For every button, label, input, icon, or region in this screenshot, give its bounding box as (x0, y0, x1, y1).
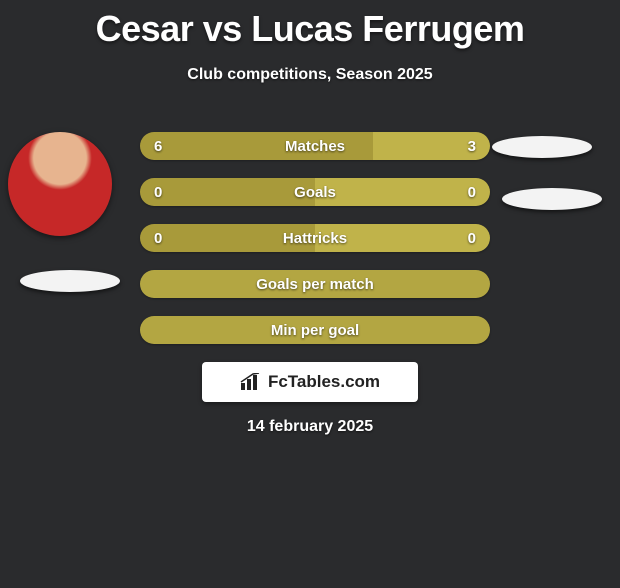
bar-row: Goals00 (140, 178, 490, 206)
bar-bg (140, 316, 490, 344)
bar-bg (140, 132, 490, 160)
bar-right-fill (315, 178, 490, 206)
bar-bg (140, 178, 490, 206)
comparison-bars: Matches63 Goals00 Hattricks00 Goals per mat… (140, 132, 490, 362)
bar-right-fill (315, 224, 490, 252)
brand-box: FcTables.com (202, 362, 418, 402)
bar-row: Hattricks00 (140, 224, 490, 252)
brand-text: FcTables.com (268, 372, 380, 392)
bar-row: Matches63 (140, 132, 490, 160)
date-label: 14 february 2025 (0, 418, 620, 436)
flag-right-2 (502, 188, 602, 210)
bar-right-fill (373, 132, 490, 160)
bar-left-fill (140, 224, 315, 252)
bar-bg (140, 224, 490, 252)
bar-chart-icon (240, 373, 262, 391)
bar-left-fill (140, 178, 315, 206)
page-title: Cesar vs Lucas Ferrugem (0, 8, 620, 50)
avatar-left (8, 132, 112, 236)
flag-right-1 (492, 136, 592, 158)
brand-label: FcTables.com (240, 372, 380, 392)
bar-left-fill (140, 270, 490, 298)
page-subtitle: Club competitions, Season 2025 (0, 66, 620, 84)
avatar-left-image (8, 132, 112, 236)
bar-left-fill (140, 316, 490, 344)
bar-bg (140, 270, 490, 298)
bar-left-fill (140, 132, 373, 160)
flag-left (20, 270, 120, 292)
bar-row: Goals per match (140, 270, 490, 298)
bar-row: Min per goal (140, 316, 490, 344)
